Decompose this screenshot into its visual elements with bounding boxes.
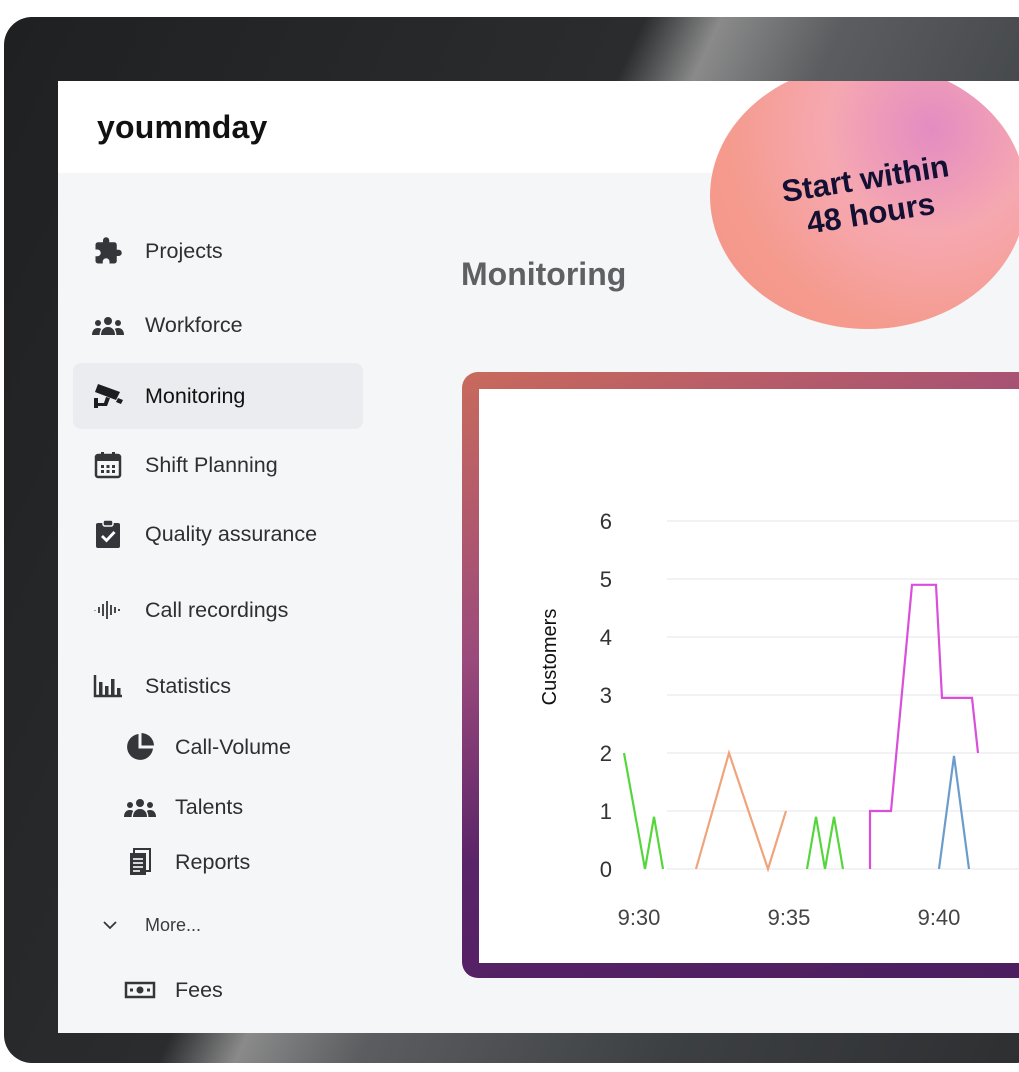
pie-chart-icon: [123, 730, 157, 764]
calendar-icon: [91, 448, 125, 482]
x-tick-label: 9:30: [618, 905, 661, 930]
sidebar-item-call-recordings[interactable]: Call recordings: [73, 577, 363, 643]
promo-badge-text: Start within 48 hours: [779, 148, 952, 241]
sidebar: Projects Workforce Monitoring Shift Plan…: [58, 173, 388, 1033]
sidebar-item-quality-assurance[interactable]: Quality assurance: [73, 501, 363, 567]
document-icon: [123, 845, 157, 879]
device-frame: yoummday Projects Workforce Monitoring: [4, 17, 1019, 1063]
sidebar-item-call-volume[interactable]: Call-Volume: [73, 714, 363, 780]
sidebar-item-monitoring[interactable]: Monitoring: [73, 363, 363, 429]
promo-badge: Start within 48 hours: [710, 81, 1019, 329]
sidebar-item-fees[interactable]: Fees: [73, 957, 363, 1023]
sidebar-item-more[interactable]: More...: [73, 892, 363, 958]
sidebar-item-label: Statistics: [145, 673, 232, 698]
bar-chart-icon: [91, 669, 125, 703]
series-line: [805, 816, 845, 870]
sidebar-item-label: Call recordings: [145, 597, 289, 622]
app-logo: yoummday: [97, 109, 268, 145]
sidebar-item-label: More...: [145, 914, 202, 935]
page-title: Monitoring: [461, 256, 627, 292]
chart-card: 6543210Customers9:309:359:40InboundCusto…: [479, 389, 1019, 991]
y-tick-label: 2: [600, 741, 612, 766]
sidebar-item-label: Workforce: [145, 312, 243, 337]
line-chart: 6543210Customers9:309:359:40InboundCusto…: [539, 509, 1019, 991]
camera-icon: [91, 379, 125, 413]
y-tick-label: 3: [600, 683, 612, 708]
chevron-down-icon: [93, 908, 127, 942]
sidebar-item-label: Fees: [175, 977, 223, 1002]
app-screen: yoummday Projects Workforce Monitoring: [58, 81, 1019, 1033]
waveform-icon: [91, 593, 125, 627]
sidebar-item-label: Quality assurance: [145, 521, 318, 546]
sidebar-item-statistics[interactable]: Statistics: [73, 653, 363, 719]
sidebar-item-reports[interactable]: Reports: [73, 829, 363, 895]
y-axis-label: Customers: [539, 609, 561, 706]
y-tick-label: 5: [600, 567, 612, 592]
y-tick-label: 0: [600, 857, 612, 882]
sidebar-item-label: Monitoring: [145, 383, 246, 408]
sidebar-item-label: Call-Volume: [175, 734, 291, 759]
clipboard-check-icon: [91, 517, 125, 551]
series-line: [868, 583, 980, 869]
series-line: [694, 749, 788, 873]
sidebar-item-talents[interactable]: Talents: [73, 774, 363, 840]
sidebar-item-shift-planning[interactable]: Shift Planning: [73, 432, 363, 498]
sidebar-item-label: Projects: [145, 238, 223, 263]
people-icon: [123, 790, 157, 824]
x-tick-label: 9:35: [768, 905, 811, 930]
x-tick-label: 9:40: [918, 905, 961, 930]
sidebar-item-label: Talents: [175, 794, 244, 819]
series-line: [937, 755, 971, 870]
y-tick-label: 4: [600, 625, 612, 650]
series-line: [622, 752, 665, 870]
sidebar-item-projects[interactable]: Projects: [73, 218, 363, 284]
sidebar-item-label: Reports: [175, 849, 251, 874]
money-icon: [123, 973, 157, 1007]
people-icon: [91, 308, 125, 342]
sidebar-item-label: Shift Planning: [145, 452, 278, 477]
puzzle-icon: [91, 234, 125, 268]
y-tick-label: 6: [600, 509, 612, 534]
sidebar-item-workforce[interactable]: Workforce: [73, 292, 363, 358]
y-tick-label: 1: [600, 799, 612, 824]
